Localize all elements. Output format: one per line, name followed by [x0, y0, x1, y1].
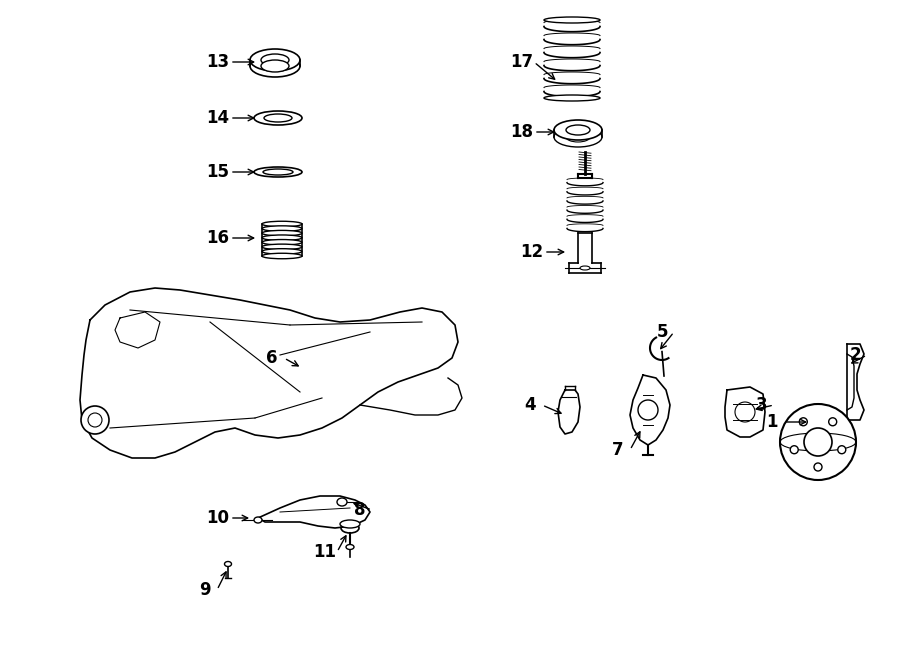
- Ellipse shape: [341, 523, 359, 533]
- Text: 2: 2: [850, 346, 860, 364]
- Ellipse shape: [262, 244, 302, 250]
- Ellipse shape: [261, 54, 289, 66]
- Text: 18: 18: [510, 123, 534, 141]
- Circle shape: [88, 413, 102, 427]
- Text: 6: 6: [266, 349, 278, 367]
- Ellipse shape: [254, 167, 302, 177]
- Circle shape: [829, 418, 837, 426]
- Text: 3: 3: [756, 396, 768, 414]
- Ellipse shape: [262, 231, 302, 236]
- Ellipse shape: [544, 17, 600, 23]
- Ellipse shape: [566, 125, 590, 135]
- Ellipse shape: [554, 127, 602, 147]
- Circle shape: [638, 400, 658, 420]
- Circle shape: [804, 428, 832, 456]
- Ellipse shape: [254, 517, 262, 523]
- Ellipse shape: [262, 253, 302, 258]
- Text: 4: 4: [524, 396, 536, 414]
- Text: 11: 11: [313, 543, 337, 561]
- Circle shape: [780, 404, 856, 480]
- Ellipse shape: [554, 120, 602, 140]
- Ellipse shape: [340, 520, 360, 528]
- Text: 15: 15: [206, 163, 230, 181]
- Ellipse shape: [566, 132, 590, 142]
- Text: 10: 10: [206, 509, 230, 527]
- Text: 17: 17: [510, 53, 534, 71]
- Circle shape: [799, 418, 807, 426]
- Circle shape: [838, 446, 846, 453]
- Circle shape: [81, 406, 109, 434]
- Ellipse shape: [250, 49, 300, 71]
- Ellipse shape: [250, 55, 300, 77]
- Text: 12: 12: [520, 243, 544, 261]
- Ellipse shape: [254, 111, 302, 125]
- Text: 8: 8: [355, 501, 365, 519]
- Ellipse shape: [580, 266, 590, 270]
- Ellipse shape: [262, 249, 302, 254]
- Ellipse shape: [262, 221, 302, 227]
- Ellipse shape: [544, 95, 600, 101]
- Circle shape: [735, 402, 755, 422]
- Ellipse shape: [262, 235, 302, 241]
- Text: 16: 16: [206, 229, 230, 247]
- Text: 7: 7: [612, 441, 624, 459]
- Text: 14: 14: [206, 109, 230, 127]
- Ellipse shape: [346, 545, 354, 549]
- Text: 1: 1: [766, 413, 778, 431]
- Text: 5: 5: [656, 323, 668, 341]
- Circle shape: [814, 463, 822, 471]
- Ellipse shape: [262, 226, 302, 231]
- Ellipse shape: [262, 239, 302, 245]
- Ellipse shape: [224, 561, 231, 566]
- Text: 9: 9: [199, 581, 211, 599]
- Ellipse shape: [263, 169, 293, 175]
- Ellipse shape: [264, 114, 292, 122]
- Circle shape: [790, 446, 798, 453]
- Ellipse shape: [337, 498, 347, 506]
- Ellipse shape: [261, 60, 289, 72]
- Text: 13: 13: [206, 53, 230, 71]
